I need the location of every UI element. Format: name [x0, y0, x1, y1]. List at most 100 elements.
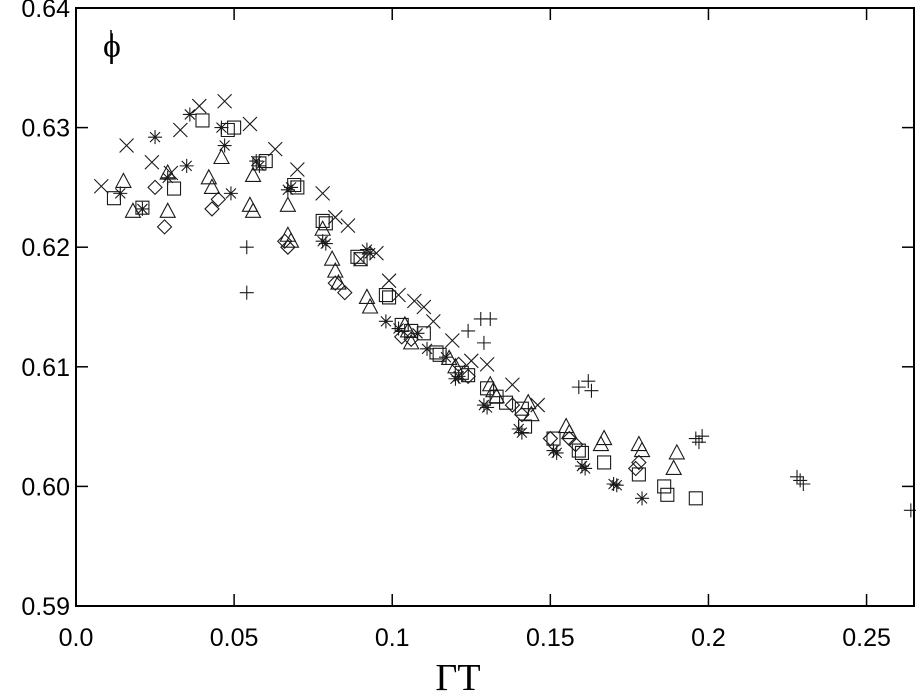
data-point-asterisk	[135, 201, 150, 216]
data-point-triangle	[159, 163, 177, 180]
data-point-cross-x	[391, 287, 406, 303]
y-axis: 0.59 0.60 0.61 0.62 0.63 0.64	[21, 0, 914, 621]
data-point-cross-x	[315, 185, 331, 201]
data-point-diamond	[567, 436, 584, 453]
data-point-square	[353, 252, 368, 267]
data-point-square	[166, 181, 182, 196]
data-point-square	[499, 395, 514, 410]
data-point-square	[106, 191, 121, 206]
data-point-asterisk	[635, 491, 650, 506]
data-point-asterisk	[318, 236, 333, 251]
data-point-triangle	[244, 202, 262, 218]
data-point-diamond	[627, 460, 644, 477]
data-point-diamond	[327, 275, 344, 291]
data-points	[93, 93, 916, 518]
data-point-square	[318, 216, 333, 231]
data-point-triangle	[440, 349, 458, 365]
data-point-square	[660, 487, 675, 502]
data-point-square	[657, 479, 672, 494]
data-point-plus	[461, 323, 476, 338]
data-point-square	[252, 156, 267, 171]
data-point-diamond	[280, 239, 296, 255]
data-point-asterisk	[378, 314, 393, 329]
y-tick-label: 0.63	[21, 115, 70, 143]
data-point-asterisk	[223, 186, 238, 201]
data-point-diamond	[460, 368, 476, 385]
data-point-cross-x	[479, 357, 495, 372]
data-point-cross-x	[217, 93, 233, 109]
data-point-asterisk	[160, 170, 175, 185]
data-point-triangle	[592, 435, 610, 452]
data-point-diamond	[450, 356, 467, 373]
data-point-cross-x	[119, 138, 134, 153]
data-point-diamond	[631, 454, 647, 471]
data-point-cross-x	[242, 116, 258, 132]
y-tick-label: 0.60	[21, 473, 70, 501]
data-point-square	[220, 122, 235, 138]
data-point-square	[227, 120, 242, 135]
data-point-cross-x	[191, 98, 207, 114]
data-point-cross-x	[144, 154, 160, 170]
data-point-triangle	[314, 220, 332, 236]
data-point-square	[574, 445, 590, 460]
data-point-asterisk	[480, 400, 495, 415]
data-point-triangle	[361, 297, 379, 314]
data-point-square	[258, 154, 273, 169]
y-tick-label: 0.62	[21, 234, 70, 262]
data-point-diamond	[403, 331, 419, 348]
data-point-triangle	[560, 423, 578, 440]
data-point-square	[432, 347, 447, 362]
data-point-square	[315, 213, 330, 228]
data-point-cross-x	[327, 209, 343, 225]
data-point-cross-x	[93, 178, 109, 194]
data-point-plus	[239, 285, 254, 300]
data-point-triangle	[668, 443, 686, 460]
data-point-diamond	[210, 191, 227, 208]
data-point-asterisk	[578, 461, 593, 476]
data-point-asterisk	[609, 478, 624, 493]
data-point-diamond	[156, 219, 173, 235]
data-point-square	[688, 491, 703, 506]
x-tick-label: 0.25	[842, 624, 891, 652]
data-point-asterisk	[363, 246, 378, 261]
data-point-triangle	[323, 249, 341, 266]
plot-frame	[75, 7, 915, 607]
data-point-diamond	[147, 179, 163, 196]
data-point-plus	[571, 380, 586, 395]
data-point-cross-x	[381, 273, 397, 289]
data-point-triangle	[279, 196, 297, 212]
data-point-triangle	[124, 202, 142, 218]
data-point-plus	[695, 429, 710, 444]
data-point-plus	[796, 477, 811, 492]
data-point-cross-x	[406, 293, 422, 309]
data-point-cross-x	[425, 313, 441, 329]
data-point-square	[195, 113, 210, 128]
data-point-diamond	[337, 284, 353, 301]
x-tick-label: 0.15	[526, 624, 575, 652]
data-point-square	[378, 287, 393, 303]
y-tick-label: 0.64	[21, 0, 70, 23]
data-point-plus	[476, 335, 491, 350]
data-point-plus	[793, 473, 808, 488]
x-tick-label: 0.0	[59, 624, 94, 652]
data-point-triangle	[115, 172, 132, 188]
data-point-cross-x	[444, 333, 460, 348]
data-point-diamond	[514, 406, 530, 423]
data-point-diamond	[204, 201, 220, 217]
x-tick-label: 0.05	[210, 624, 259, 652]
data-point-triangle	[358, 288, 376, 304]
data-point-square	[429, 345, 444, 360]
data-point-square	[416, 326, 431, 341]
data-point-square	[382, 290, 397, 305]
x-tick-label: 0.1	[375, 624, 410, 652]
y-tick-label: 0.59	[21, 593, 70, 621]
data-point-plus	[688, 431, 703, 446]
data-point-square	[287, 177, 302, 193]
data-point-diamond	[276, 233, 293, 249]
data-point-asterisk	[148, 130, 163, 145]
data-point-asterisk	[249, 154, 264, 169]
data-point-plus	[691, 435, 706, 450]
data-point-cross-x	[416, 299, 432, 315]
data-point-diamond	[504, 397, 521, 413]
data-point-square	[571, 443, 586, 458]
